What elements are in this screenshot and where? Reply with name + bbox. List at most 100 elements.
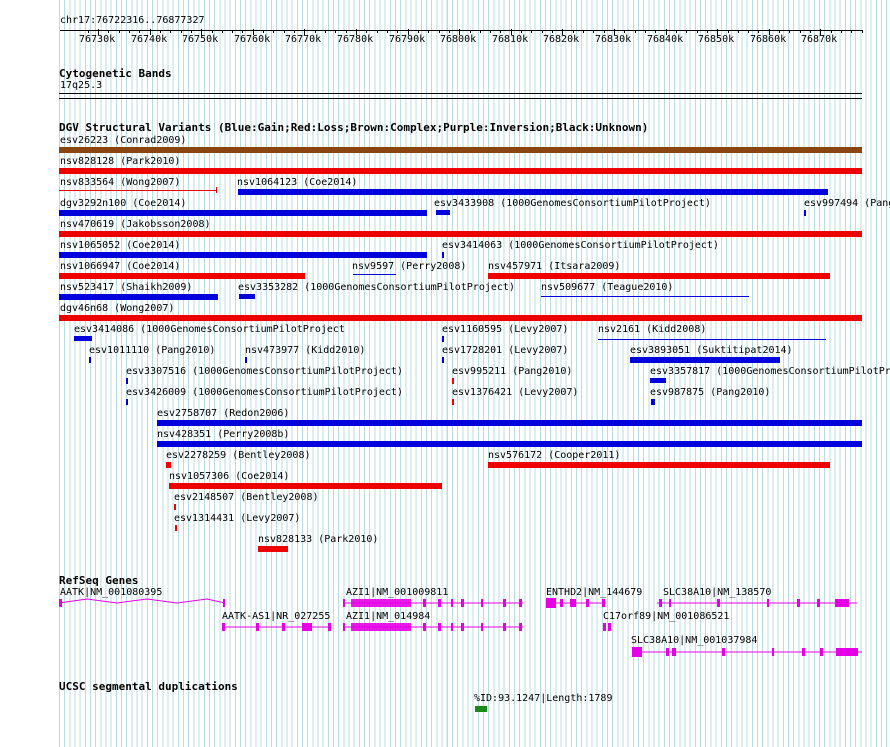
dgv-feature-gain[interactable]	[650, 378, 666, 383]
ruler-tick	[511, 29, 512, 35]
dgv-feature-loss[interactable]	[166, 462, 171, 468]
ruler-minor-tick	[831, 30, 832, 33]
gene-model-c17orf89[interactable]	[603, 622, 613, 634]
segdup-feature[interactable]	[475, 706, 487, 712]
dgv-feature-gain[interactable]	[598, 339, 826, 340]
dgv-feature-gain[interactable]	[89, 357, 91, 363]
dgv-feature-loss[interactable]	[258, 546, 288, 552]
dgv-feature-gain[interactable]	[157, 441, 862, 447]
dgv-feature-loss[interactable]	[452, 378, 454, 384]
gene-model-aatk-as1[interactable]	[222, 622, 332, 634]
dgv-feature-gain[interactable]	[353, 274, 396, 275]
gene-label: AATK|NM_001080395	[60, 587, 163, 598]
ruler-minor-tick	[181, 30, 182, 33]
dgv-feature-gain[interactable]	[651, 399, 655, 405]
gene-model-slc38a10-alt[interactable]	[632, 647, 862, 659]
ruler-minor-tick	[88, 30, 89, 33]
ruler-tick	[562, 29, 563, 35]
ruler-tick	[356, 29, 357, 35]
dgv-label: esv3426009 (1000GenomesConsortiumPilotPr…	[126, 387, 403, 398]
ruler-minor-tick	[531, 30, 532, 33]
dgv-feature-loss[interactable]	[59, 190, 217, 191]
ruler-minor-tick	[851, 30, 852, 33]
ruler-minor-tick	[242, 30, 243, 33]
ruler-minor-tick	[449, 30, 450, 33]
ruler-minor-tick	[573, 30, 574, 33]
cytoband-line-bottom	[59, 98, 862, 99]
ruler-minor-tick	[480, 30, 481, 33]
ruler-minor-tick	[500, 30, 501, 33]
ruler-tick-label: 76760k	[234, 34, 271, 45]
dgv-feature-gain[interactable]	[239, 294, 255, 299]
ruler-tick	[769, 29, 770, 35]
ruler-minor-tick	[294, 30, 295, 33]
ruler-minor-tick	[779, 30, 780, 33]
ruler-tick-label: 76810k	[492, 34, 529, 45]
dgv-label: nsv9597 (Perry2008)	[352, 261, 467, 272]
dgv-feature-loss[interactable]	[488, 273, 830, 279]
dgv-label: nsv1057306 (Coe2014)	[169, 471, 290, 482]
ruler-tick-label: 76860k	[750, 34, 787, 45]
dgv-feature-gain[interactable]	[442, 252, 444, 258]
dgv-feature-gain[interactable]	[59, 210, 427, 216]
dgv-feature-loss[interactable]	[59, 273, 305, 279]
ruler-minor-tick	[119, 30, 120, 33]
dgv-feature-gain[interactable]	[59, 294, 218, 300]
dgv-feature-gain[interactable]	[74, 336, 92, 341]
ruler-minor-tick	[439, 30, 440, 33]
dgv-feature-loss[interactable]	[59, 315, 862, 321]
ruler-tick-label: 76780k	[337, 34, 374, 45]
ruler-tick	[98, 29, 99, 35]
gene-label: AATK-AS1|NR_027255	[222, 611, 331, 622]
dgv-feature-gain[interactable]	[436, 210, 450, 215]
dgv-feature-gain[interactable]	[804, 210, 806, 216]
ruler-tick-label: 76840k	[647, 34, 684, 45]
gene-label: ENTHD2|NM_144679	[546, 587, 643, 598]
gene-model-azi1-short[interactable]	[343, 622, 523, 634]
dgv-feature-gain[interactable]	[126, 399, 128, 405]
dgv-feature-gain[interactable]	[541, 296, 749, 297]
dgv-feature-gain[interactable]	[245, 357, 247, 363]
gene-model-enthd2[interactable]	[546, 598, 606, 610]
ruler-minor-tick	[758, 30, 759, 33]
ruler-minor-tick	[604, 30, 605, 33]
dgv-feature-loss[interactable]	[169, 483, 442, 489]
gene-label: C17orf89|NM_001086521	[603, 611, 730, 622]
dgv-feature-loss[interactable]	[175, 525, 177, 531]
dgv-feature-loss[interactable]	[488, 462, 830, 468]
dgv-feature-gain[interactable]	[238, 189, 828, 195]
dgv-label: nsv2161 (Kidd2008)	[598, 324, 707, 335]
ruler-minor-tick	[470, 30, 471, 33]
gene-label: AZI1|NM_001009811	[346, 587, 449, 598]
dgv-feature-loss[interactable]	[59, 231, 862, 237]
dgv-feature-gain[interactable]	[630, 357, 780, 363]
ruler-tick-label: 76830k	[595, 34, 632, 45]
ruler-tick	[820, 29, 821, 35]
ruler-minor-tick	[191, 30, 192, 33]
refseq-title: RefSeq Genes	[59, 574, 139, 587]
dgv-feature-complex[interactable]	[59, 147, 862, 153]
ruler-tick-label: 76770k	[285, 34, 322, 45]
dgv-feature-loss[interactable]	[59, 168, 862, 174]
ruler-tick	[304, 29, 305, 35]
segdup-title: UCSC segmental duplications	[59, 680, 238, 693]
dgv-feature-gain[interactable]	[442, 357, 444, 363]
dgv-feature-loss[interactable]	[452, 399, 454, 405]
gene-model-aatk[interactable]	[57, 598, 227, 610]
dgv-feature-gain[interactable]	[126, 378, 128, 384]
dgv-feature-gain[interactable]	[157, 420, 862, 426]
ruler-minor-tick	[160, 30, 161, 33]
gene-model-slc38a10[interactable]	[657, 598, 857, 610]
dgv-label: nsv523417 (Shaikh2009)	[60, 282, 193, 293]
gene-label: AZI1|NM_014984	[346, 611, 431, 622]
ruler-minor-tick	[346, 30, 347, 33]
gene-model-azi1-long[interactable]	[343, 598, 523, 610]
dgv-title: DGV Structural Variants (Blue:Gain;Red:L…	[59, 121, 649, 134]
dgv-feature-gain[interactable]	[442, 336, 444, 342]
dgv-feature-loss[interactable]	[174, 504, 176, 510]
ruler-minor-tick	[635, 30, 636, 33]
dgv-label: nsv828128 (Park2010)	[60, 156, 181, 167]
ruler-minor-tick	[862, 30, 863, 33]
dgv-label: esv3414086 (1000GenomesConsortiumPilotPr…	[74, 324, 345, 335]
dgv-feature-gain[interactable]	[59, 252, 427, 258]
